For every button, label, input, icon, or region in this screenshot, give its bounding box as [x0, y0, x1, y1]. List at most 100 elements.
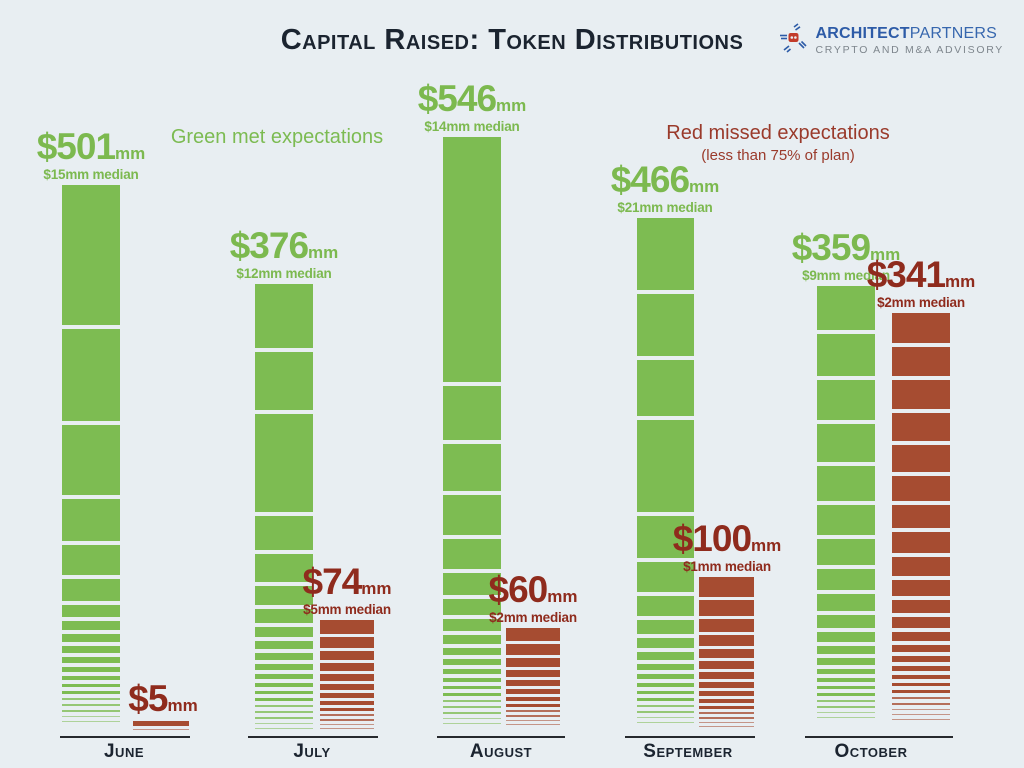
bar-segment-red: [320, 728, 374, 729]
bar-segment-green: [817, 632, 875, 642]
bar-segment-green: [443, 718, 501, 719]
bar-value-line: $74mm: [303, 563, 392, 600]
axis-baseline-july: [248, 736, 378, 738]
bar-red-september: [699, 577, 754, 727]
bar-segment-red: [320, 708, 374, 711]
bar-segment-red: [892, 505, 950, 528]
bar-segment-green: [255, 284, 313, 348]
bar-segment-green: [443, 723, 501, 724]
bar-segment-red: [892, 380, 950, 409]
bar-value-unit: mm: [115, 143, 146, 163]
bar-segment-red: [699, 649, 754, 658]
bar-median-green-august: $14mm median: [424, 118, 520, 134]
bar-segment-red: [506, 704, 560, 707]
bar-segment-green: [817, 693, 875, 696]
bar-segment-green: [255, 641, 313, 649]
bar-segment-green: [443, 669, 501, 674]
bar-segment-red: [892, 714, 950, 715]
bar-segment-red: [699, 712, 754, 714]
bar-segment-green: [817, 712, 875, 713]
bar-segment-red: [320, 714, 374, 716]
month-label-september: September: [643, 741, 733, 762]
bar-segment-red: [506, 680, 560, 686]
bar-segment-green: [255, 664, 313, 670]
bar-segment-green: [443, 386, 501, 440]
bar-segment-green: [62, 698, 120, 700]
bar-segment-green: [817, 700, 875, 702]
bar-segment-green: [62, 667, 120, 672]
bar-segment-red: [320, 724, 374, 725]
bar-segment-red: [506, 689, 560, 694]
bar-value-unit: mm: [945, 271, 976, 291]
bar-segment-red: [506, 670, 560, 677]
bar-segment-green: [255, 723, 313, 724]
bar-segment-red: [320, 701, 374, 705]
bar-segment-green: [443, 599, 501, 615]
bar-value-green-september: $466: [610, 158, 690, 200]
bar-segment-green: [817, 658, 875, 665]
bar-segment-green: [443, 693, 501, 696]
bar-segment-green: [443, 495, 501, 535]
bar-segment-red: [892, 617, 950, 628]
bar-segment-red: [506, 658, 560, 667]
bar-segment-red: [892, 347, 950, 376]
bar-segment-green: [255, 414, 313, 512]
bar-segment-red: [892, 666, 950, 671]
bar-segment-green: [255, 711, 313, 713]
bar-segment-green: [255, 586, 313, 605]
logo-text-block: ARCHITECTPARTNERS CRYPTO AND M&A ADVISOR…: [816, 25, 1004, 57]
bar-segment-green: [443, 635, 501, 644]
logo-brand-bold: ARCHITECT: [815, 24, 910, 42]
bar-value-unit: mm: [870, 244, 901, 264]
bar-segment-green: [637, 711, 694, 713]
bar-segment-red: [699, 619, 754, 632]
bar-segment-green: [817, 615, 875, 628]
bar-segment-green: [62, 646, 120, 653]
bar-segment-red: [892, 719, 950, 720]
bar-segment-red: [892, 532, 950, 553]
bar-segment-red: [699, 717, 754, 719]
bar-segment-green: [817, 678, 875, 682]
month-label-august: August: [469, 741, 533, 762]
bar-value-label-red-october: $341mm $2mm median: [867, 256, 976, 310]
bar-segment-green: [62, 634, 120, 642]
bar-segment-red: [699, 600, 754, 616]
bar-segment-green: [255, 653, 313, 660]
bar-segment-green: [443, 686, 501, 689]
legend-red-note: (less than 75% of plan): [701, 147, 855, 164]
bar-green-october: [817, 286, 875, 718]
bar-segment-green: [62, 716, 120, 717]
bar-segment-red: [506, 720, 560, 721]
page-title: Capital Raised: Token Distributions: [280, 24, 744, 56]
bar-segment-green: [62, 329, 120, 421]
bar-segment-red: [699, 635, 754, 646]
bar-value-unit: mm: [496, 95, 527, 115]
bar-red-june: [133, 721, 189, 730]
bar-value-label-green-september: $466mm $21mm median: [611, 161, 720, 215]
bar-segment-red: [892, 557, 950, 576]
bar-segment-green: [443, 659, 501, 665]
logo-tagline: CRYPTO AND M&A ADVISORY: [815, 44, 1004, 57]
month-label-june: June: [103, 741, 145, 762]
bar-segment-red: [699, 661, 754, 669]
bar-segment-green: [637, 674, 694, 679]
bar-value-label-green-august: $546mm $14mm median: [418, 80, 527, 134]
bar-segment-red: [892, 632, 950, 641]
bar-segment-green: [62, 684, 120, 687]
bar-segment-red: [320, 651, 374, 660]
bar-segment-red: [892, 645, 950, 652]
bar-segment-red: [699, 699, 754, 703]
bar-segment-red: [506, 724, 560, 725]
bar-segment-red: [320, 620, 374, 634]
bar-value-line: $466mm: [611, 161, 720, 198]
bar-segment-red: [506, 715, 560, 717]
bar-segment-green: [255, 728, 313, 729]
bar-segment-red: [320, 719, 374, 721]
company-logo: ARCHITECTPARTNERS CRYPTO AND M&A ADVISOR…: [777, 22, 1004, 59]
bar-segment-green: [255, 674, 313, 679]
bar-value-line: $376mm: [230, 227, 339, 264]
bar-value-green-july: $376: [229, 224, 309, 266]
bar-green-june: [62, 185, 120, 722]
bar-segment-green: [637, 562, 694, 592]
